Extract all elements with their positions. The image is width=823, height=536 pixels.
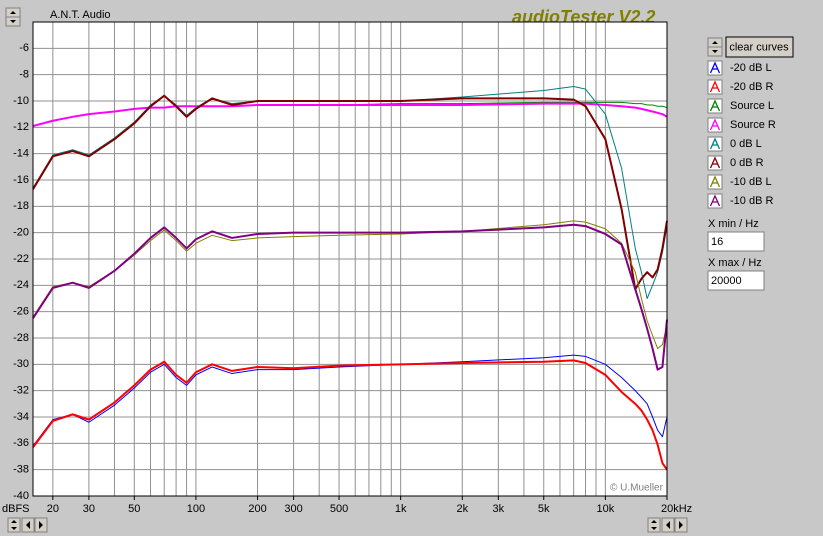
x-tick-label: 10k [596, 503, 614, 515]
x-tick-label: 2k [456, 503, 468, 515]
scroll-buttons-right[interactable] [647, 517, 688, 533]
xmin-label: X min / Hz [708, 218, 759, 230]
legend-label: -20 dB R [730, 81, 773, 93]
y-tick-label: -8 [19, 69, 29, 81]
plot-frame [32, 21, 668, 497]
y-tick-label: -24 [13, 279, 29, 291]
curve [32, 102, 668, 127]
curve [32, 94, 668, 291]
legend-icon [709, 61, 721, 74]
xmin-value[interactable]: 16 [711, 236, 723, 248]
curve [32, 359, 668, 471]
y-tick-label: -34 [13, 411, 29, 423]
legend-icon [709, 194, 721, 207]
spin-button[interactable] [707, 37, 723, 57]
y-tick-label: -18 [13, 200, 29, 212]
y-tick-label: -20 [13, 227, 29, 239]
scroll-buttons-left[interactable] [7, 517, 48, 533]
y-tick-label: -32 [13, 385, 29, 397]
x-tick-label: 200 [248, 503, 266, 515]
legend-icon [709, 80, 721, 93]
x-tick-label: 30 [83, 503, 95, 515]
y-tick-label: -36 [13, 437, 29, 449]
y-tick-label: -14 [13, 148, 29, 160]
x-tick-label: 500 [330, 503, 348, 515]
xmax-input[interactable] [707, 270, 765, 291]
legend-label: -20 dB L [730, 62, 772, 74]
x-tick-label: 100 [187, 503, 205, 515]
y-tick-label: -16 [13, 174, 29, 186]
company-label: A.N.T. Audio [50, 9, 111, 21]
x-tick-label: 5k [538, 503, 550, 515]
x-tick-label: 50 [128, 503, 140, 515]
xmin-input[interactable] [707, 231, 765, 252]
y-tick-label: -10 [13, 95, 29, 107]
curve [32, 223, 668, 371]
clear-button[interactable] [725, 36, 794, 58]
x-tick-label: 1k [395, 503, 407, 515]
legend-icon [709, 99, 721, 112]
y-tick-label: -30 [13, 358, 29, 370]
legend-label: Source R [730, 119, 776, 131]
legend-label: -10 dB R [730, 195, 773, 207]
x-tick-label: 300 [284, 503, 302, 515]
clear-button-label[interactable]: clear curves [729, 41, 789, 53]
legend-icon [709, 175, 721, 188]
x-tick-label: 3k [493, 503, 505, 515]
spin-button[interactable] [5, 7, 21, 27]
legend-icon [709, 118, 721, 131]
legend-label: -10 dB L [730, 176, 772, 188]
legend-icon [709, 137, 721, 150]
y-tick-label: -12 [13, 121, 29, 133]
x-tick-label: 20 [47, 503, 59, 515]
y-tick-label: -28 [13, 332, 29, 344]
x-tick-label: 20kHz [661, 503, 692, 515]
legend-label: 0 dB L [730, 138, 762, 150]
y-tick-label: -40 [13, 490, 29, 502]
xmax-label: X max / Hz [708, 257, 762, 269]
y-tick-label: -22 [13, 253, 29, 265]
copyright: © U.Mueller [610, 483, 664, 494]
y-tick-label: -26 [13, 306, 29, 318]
curve [32, 354, 668, 447]
xmax-value[interactable]: 20000 [711, 275, 742, 287]
y-tick-label: -6 [19, 42, 29, 54]
legend-label: Source L [730, 100, 774, 112]
legend-icon [709, 156, 721, 169]
y-unit: dBFS [2, 503, 30, 515]
y-tick-label: -38 [13, 464, 29, 476]
legend-label: 0 dB R [730, 157, 764, 169]
